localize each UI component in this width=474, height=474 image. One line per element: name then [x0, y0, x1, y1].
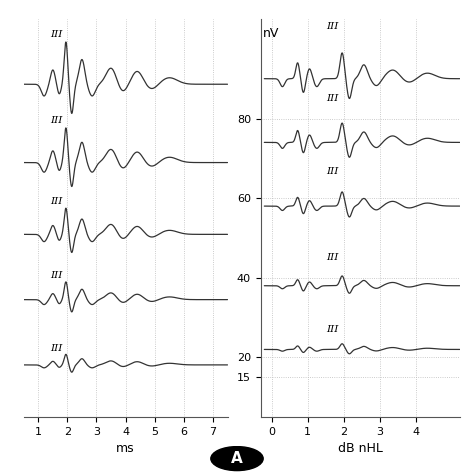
Text: III: III [50, 271, 62, 280]
Text: A: A [231, 451, 243, 466]
X-axis label: dB nHL: dB nHL [338, 442, 383, 456]
Text: III: III [50, 197, 62, 206]
Text: III: III [50, 116, 62, 125]
Circle shape [211, 447, 263, 471]
Text: III: III [326, 22, 338, 31]
Text: III: III [326, 325, 338, 334]
Text: nV: nV [263, 27, 279, 40]
Text: III: III [326, 94, 338, 103]
Text: III: III [326, 167, 338, 176]
Text: III: III [50, 344, 62, 353]
Text: III: III [50, 30, 62, 39]
Text: III: III [326, 253, 338, 262]
X-axis label: ms: ms [116, 442, 135, 456]
